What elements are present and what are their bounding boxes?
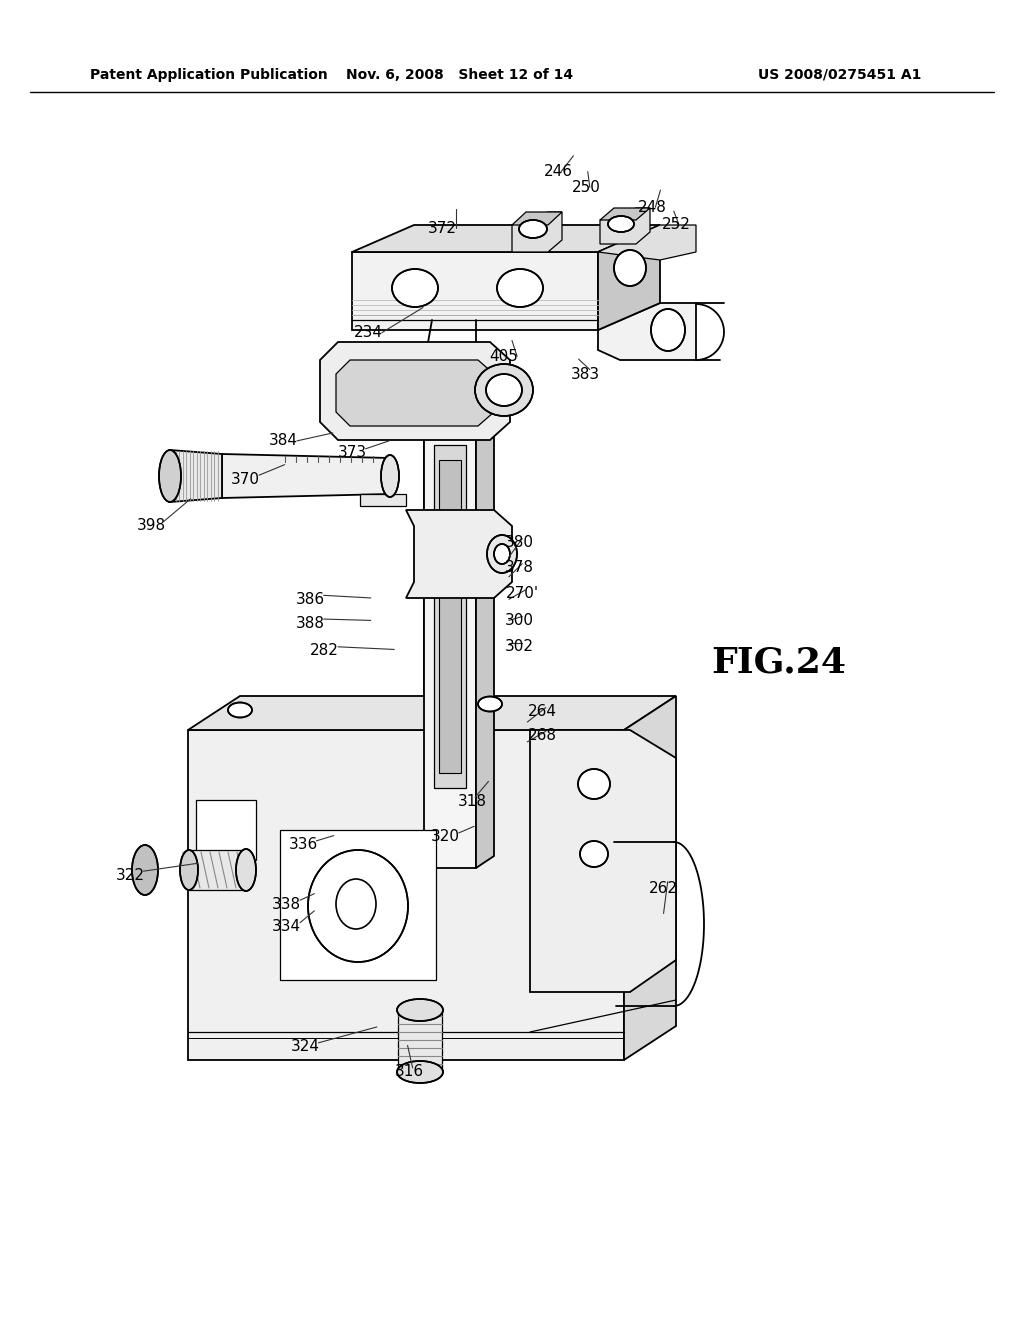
Ellipse shape xyxy=(519,220,547,238)
Ellipse shape xyxy=(180,850,198,890)
Ellipse shape xyxy=(580,841,608,867)
Polygon shape xyxy=(188,730,624,1060)
Polygon shape xyxy=(424,366,476,869)
Polygon shape xyxy=(280,830,436,979)
Ellipse shape xyxy=(651,309,685,351)
Polygon shape xyxy=(600,209,650,244)
Polygon shape xyxy=(406,510,512,598)
Polygon shape xyxy=(624,696,676,1060)
Polygon shape xyxy=(600,209,650,220)
Ellipse shape xyxy=(228,702,252,718)
Text: 282: 282 xyxy=(310,643,339,659)
Polygon shape xyxy=(598,224,696,260)
Ellipse shape xyxy=(397,1061,443,1082)
Ellipse shape xyxy=(487,535,517,573)
Text: 336: 336 xyxy=(289,837,317,853)
Text: 234: 234 xyxy=(354,325,383,341)
Ellipse shape xyxy=(236,849,256,891)
Polygon shape xyxy=(598,304,696,360)
Text: 372: 372 xyxy=(428,220,457,236)
Ellipse shape xyxy=(336,879,376,929)
Text: US 2008/0275451 A1: US 2008/0275451 A1 xyxy=(759,69,922,82)
Ellipse shape xyxy=(381,455,399,498)
Text: 370: 370 xyxy=(231,471,260,487)
Text: 324: 324 xyxy=(291,1039,319,1055)
Text: 270': 270' xyxy=(506,586,539,602)
Polygon shape xyxy=(530,730,676,993)
Polygon shape xyxy=(188,696,676,730)
Text: 383: 383 xyxy=(571,367,600,383)
Ellipse shape xyxy=(494,544,510,564)
Text: 380: 380 xyxy=(505,535,534,550)
Ellipse shape xyxy=(475,364,534,416)
Polygon shape xyxy=(434,445,466,788)
Polygon shape xyxy=(336,360,494,426)
Polygon shape xyxy=(189,850,246,890)
Ellipse shape xyxy=(321,862,391,946)
Ellipse shape xyxy=(308,850,408,962)
Ellipse shape xyxy=(132,845,158,895)
Text: 405: 405 xyxy=(489,348,518,364)
Text: 316: 316 xyxy=(395,1064,424,1080)
Text: 300: 300 xyxy=(505,612,534,628)
Text: 252: 252 xyxy=(662,216,690,232)
Ellipse shape xyxy=(608,216,634,232)
Text: 388: 388 xyxy=(296,615,325,631)
Polygon shape xyxy=(352,224,660,252)
Ellipse shape xyxy=(392,269,438,308)
Polygon shape xyxy=(196,800,256,861)
Ellipse shape xyxy=(397,999,443,1020)
Polygon shape xyxy=(439,459,461,774)
Text: 378: 378 xyxy=(505,560,534,576)
Text: 250: 250 xyxy=(572,180,601,195)
Text: 246: 246 xyxy=(544,164,572,180)
Polygon shape xyxy=(170,450,222,502)
Text: 386: 386 xyxy=(296,591,325,607)
Ellipse shape xyxy=(159,450,181,502)
Text: 373: 373 xyxy=(338,445,367,461)
Polygon shape xyxy=(476,352,494,869)
Ellipse shape xyxy=(478,697,502,711)
Text: FIG.24: FIG.24 xyxy=(712,645,847,680)
Text: 322: 322 xyxy=(116,867,144,883)
Text: 398: 398 xyxy=(137,517,166,533)
Ellipse shape xyxy=(497,269,543,308)
Text: 384: 384 xyxy=(269,433,298,449)
Text: Nov. 6, 2008   Sheet 12 of 14: Nov. 6, 2008 Sheet 12 of 14 xyxy=(346,69,573,82)
Ellipse shape xyxy=(486,374,522,407)
Text: 248: 248 xyxy=(638,199,667,215)
Ellipse shape xyxy=(614,249,646,286)
Polygon shape xyxy=(512,213,562,252)
Polygon shape xyxy=(398,1010,442,1072)
Ellipse shape xyxy=(578,770,610,799)
Text: 318: 318 xyxy=(458,793,486,809)
Text: 302: 302 xyxy=(505,639,534,655)
Polygon shape xyxy=(222,454,390,498)
Text: 262: 262 xyxy=(649,880,678,896)
Text: Patent Application Publication: Patent Application Publication xyxy=(90,69,328,82)
Text: 334: 334 xyxy=(272,919,301,935)
Text: 338: 338 xyxy=(272,896,301,912)
Polygon shape xyxy=(352,252,598,330)
Polygon shape xyxy=(319,342,510,440)
Polygon shape xyxy=(360,494,406,506)
Polygon shape xyxy=(598,224,660,330)
Polygon shape xyxy=(512,213,562,224)
Text: 268: 268 xyxy=(528,727,557,743)
Text: 320: 320 xyxy=(431,829,460,845)
Text: 264: 264 xyxy=(528,704,557,719)
